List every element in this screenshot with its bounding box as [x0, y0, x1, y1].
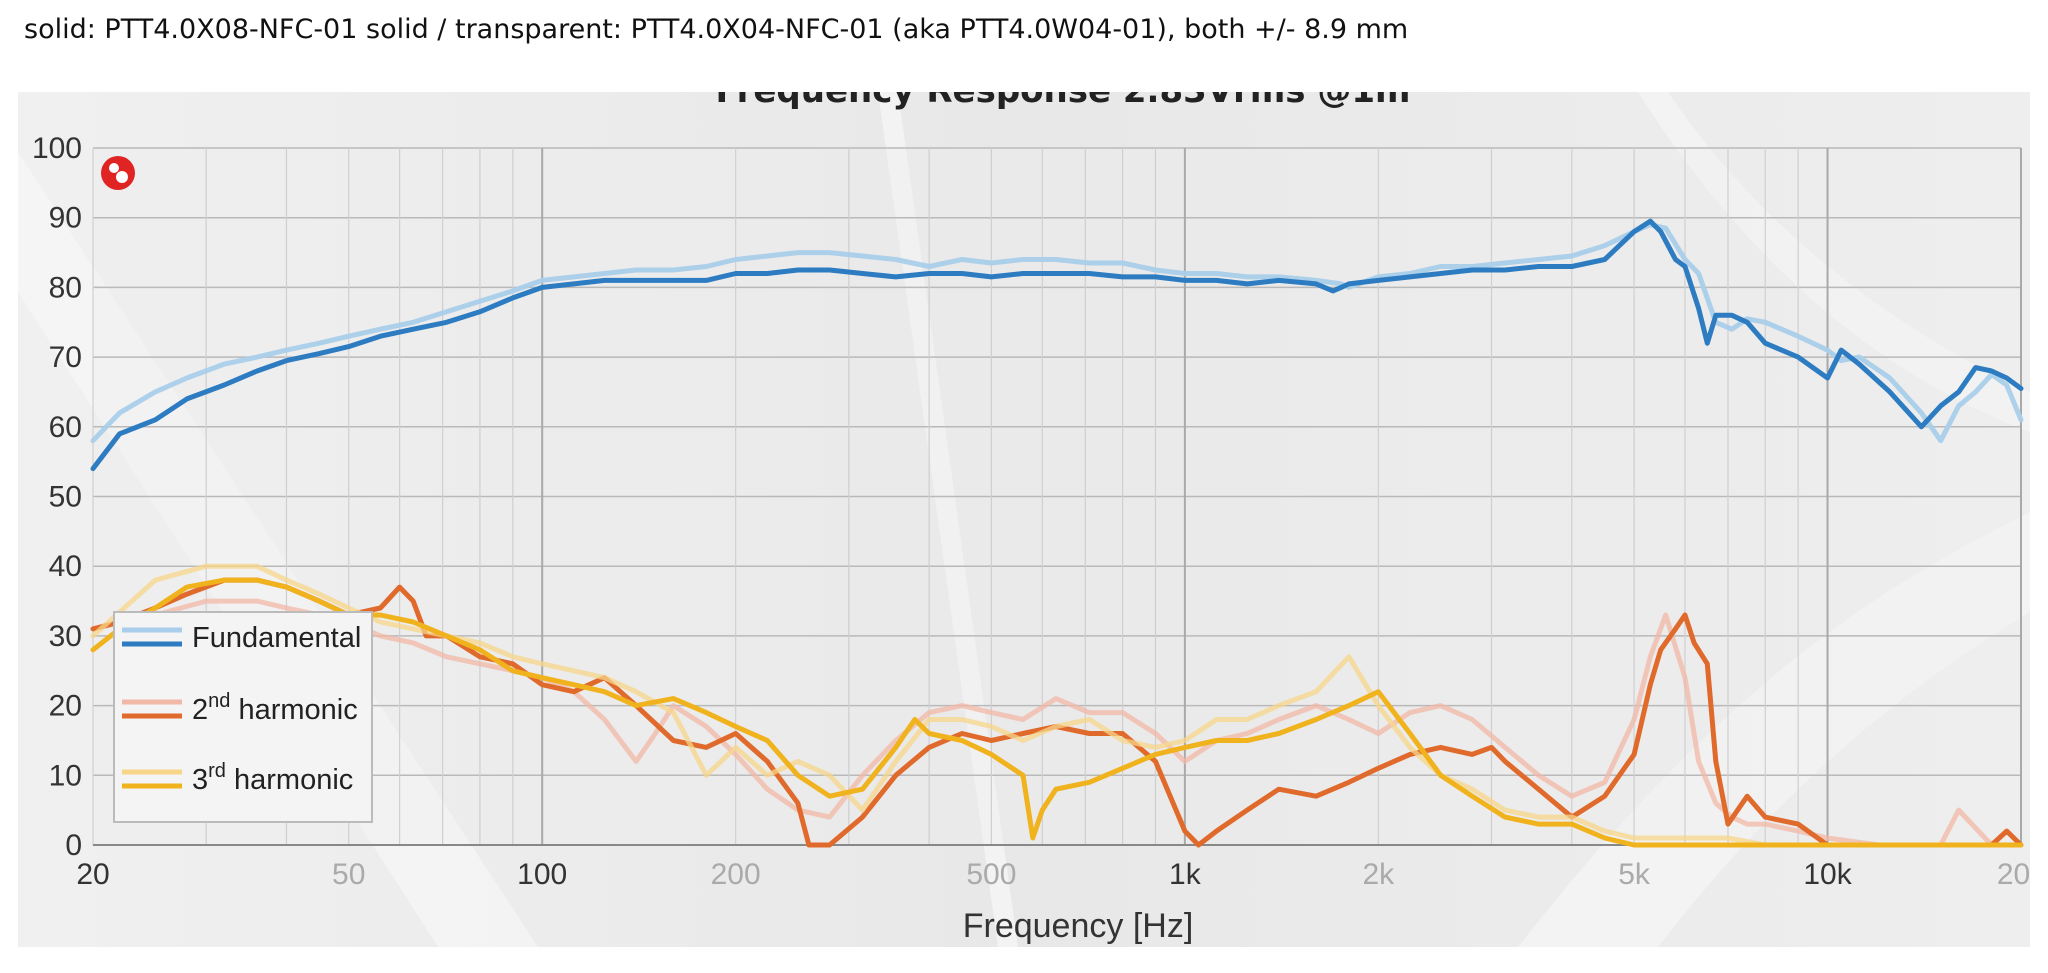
y-tick-label: 80 [49, 271, 82, 304]
legend-label-fundamental: Fundamental [192, 622, 361, 654]
series-line-fund_solid [90, 218, 2024, 472]
x-tick-label: 2k [1362, 858, 1395, 891]
x-tick-label: 200 [711, 858, 761, 891]
legend-label-2nd-harmonic: 2nd harmonic [192, 690, 358, 726]
frequency-response-chart: 0 10 20 30 40 50 60 70 80 90 100 20 50 100 200 500 1k 2k… [18, 92, 2030, 947]
x-tick-label: 20 [76, 858, 109, 891]
y-axis-ticks: 0 10 20 30 40 50 60 70 80 90 100 [32, 132, 82, 862]
series-line-fund_transparent [90, 222, 2024, 444]
legend-item-2nd-harmonic: 2nd harmonic [122, 690, 358, 726]
x-axis-ticks: 20 50 100 200 500 1k 2k 5k 10k 20k [76, 858, 2030, 891]
legend-label-3rd-harmonic: 3rd harmonic [192, 760, 353, 796]
y-tick-label: 0 [65, 829, 82, 862]
y-tick-label: 60 [49, 411, 82, 444]
y-tick-label: 70 [49, 341, 82, 374]
y-tick-label: 10 [49, 759, 82, 792]
y-tick-label: 40 [49, 550, 82, 583]
legend: Fundamental 2nd harmonic 3rd harmonic [113, 611, 373, 823]
chart-title: Frequency Response 2.83Vrms @1m [716, 92, 1411, 111]
y-tick-label: 100 [32, 132, 82, 165]
x-tick-label: 5k [1618, 858, 1651, 891]
caption: solid: PTT4.0X08-NFC-01 solid / transpar… [24, 14, 1409, 45]
x-tick-label: 500 [966, 858, 1016, 891]
legend-item-3rd-harmonic: 3rd harmonic [122, 760, 353, 796]
watermark-logo [101, 156, 135, 190]
y-tick-label: 50 [49, 481, 82, 514]
x-tick-label: 20k [1997, 858, 2030, 891]
x-tick-label: 10k [1803, 858, 1852, 891]
x-tick-label: 100 [517, 858, 567, 891]
grid [92, 147, 2022, 846]
y-tick-label: 20 [49, 690, 82, 723]
x-axis-label: Frequency [Hz] [963, 907, 1194, 945]
series-line-h2_solid [90, 577, 2024, 848]
series-line-h3_solid [90, 577, 2024, 848]
y-tick-label: 30 [49, 620, 82, 653]
x-tick-label: 1k [1169, 858, 1202, 891]
legend-item-fundamental: Fundamental [122, 622, 361, 654]
chart-svg: 0 10 20 30 40 50 60 70 80 90 100 20 50 100 200 500 1k 2k… [18, 92, 2030, 947]
series-layer [90, 218, 2024, 848]
y-tick-label: 90 [49, 202, 82, 235]
x-tick-label: 50 [332, 858, 365, 891]
